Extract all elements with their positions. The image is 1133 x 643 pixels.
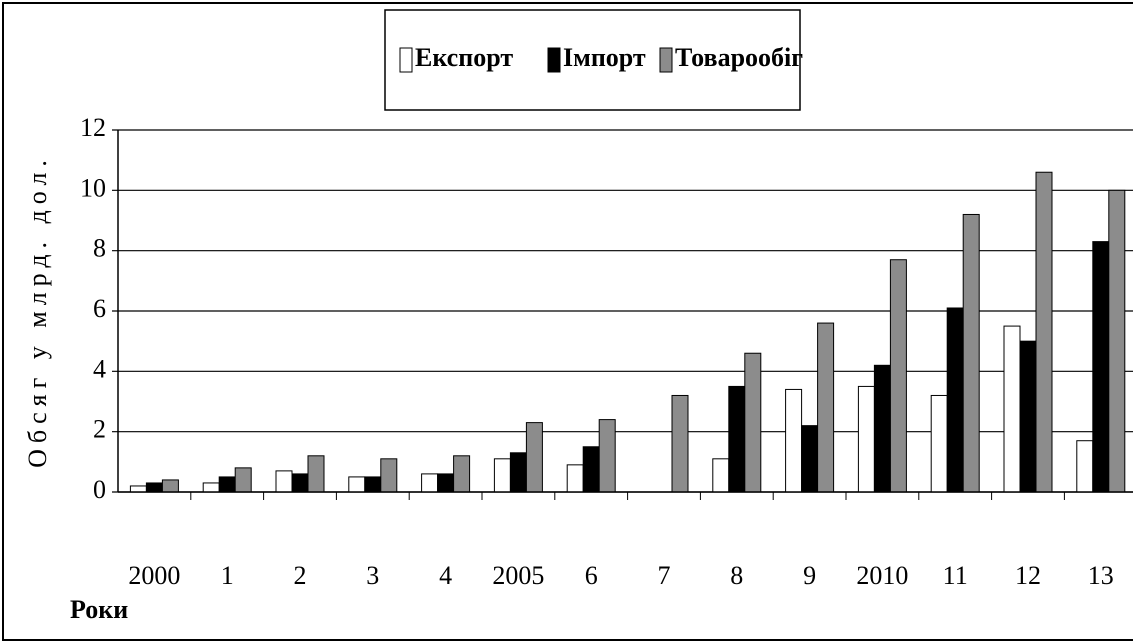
y-tick-label: 12: [80, 113, 106, 142]
x-tick-label: 2010: [856, 561, 908, 590]
bar: [873, 364, 891, 493]
bar: [525, 422, 543, 493]
bar: [728, 385, 746, 493]
x-tick-label: 2000: [128, 561, 180, 590]
y-tick-label: 4: [93, 354, 106, 383]
legend-label: Імпорт: [563, 43, 646, 72]
bar: [437, 473, 455, 493]
bar: [946, 307, 964, 493]
y-tick-label: 2: [93, 415, 106, 444]
bar: [129, 485, 147, 493]
bar: [307, 455, 325, 493]
bar: [291, 473, 309, 493]
bar: [275, 470, 293, 493]
bar: [785, 388, 803, 493]
bar: [421, 473, 439, 493]
legend-swatch: [547, 47, 561, 73]
bar: [817, 322, 835, 493]
x-tick-label: 7: [658, 561, 671, 590]
y-tick-label: 6: [93, 294, 106, 323]
x-tick-label: 2005: [492, 561, 544, 590]
legend-label: Товарообіг: [675, 43, 803, 72]
bar: [364, 476, 382, 493]
bar: [1092, 241, 1110, 493]
bar: [1003, 325, 1021, 493]
legend-label: Експорт: [415, 43, 513, 72]
bar: [1076, 440, 1094, 493]
bar: [962, 213, 980, 493]
x-tick-label: 3: [366, 561, 379, 590]
bar: [1019, 340, 1037, 493]
bar: [801, 425, 819, 493]
bar: [348, 476, 366, 493]
bar: [712, 458, 730, 493]
x-tick-label: 11: [943, 561, 968, 590]
bar: [453, 455, 471, 493]
bar: [218, 476, 236, 493]
bar: [493, 458, 511, 493]
bar: [598, 419, 616, 493]
x-tick-label: 1: [221, 561, 234, 590]
bar: [161, 479, 179, 493]
bar: [671, 394, 689, 493]
y-tick-label: 0: [93, 475, 106, 504]
bar: [930, 394, 948, 493]
x-tick-label: 8: [730, 561, 743, 590]
legend-swatch: [399, 47, 413, 73]
bar: [744, 352, 762, 493]
x-axis-label: Роки: [70, 595, 128, 624]
legend-box: [384, 9, 801, 111]
x-tick-label: 4: [439, 561, 452, 590]
bar: [1035, 171, 1053, 493]
x-tick-label: 13: [1088, 561, 1114, 590]
legend-swatch: [659, 47, 673, 73]
bar: [234, 467, 252, 493]
x-tick-label: 6: [585, 561, 598, 590]
y-tick-label: 8: [93, 234, 106, 263]
y-tick-label: 10: [80, 173, 106, 202]
bar: [857, 385, 875, 493]
y-axis-label: Обсяг у млрд. дол.: [23, 154, 52, 468]
x-tick-label: 9: [803, 561, 816, 590]
bar: [889, 259, 907, 493]
x-tick-label: 12: [1015, 561, 1041, 590]
bar: [509, 452, 527, 493]
bar: [145, 482, 163, 493]
bar: [1108, 189, 1126, 493]
bar: [582, 446, 600, 493]
bar: [380, 458, 398, 493]
x-tick-label: 2: [294, 561, 307, 590]
bar: [566, 464, 584, 493]
bar: [202, 482, 220, 493]
